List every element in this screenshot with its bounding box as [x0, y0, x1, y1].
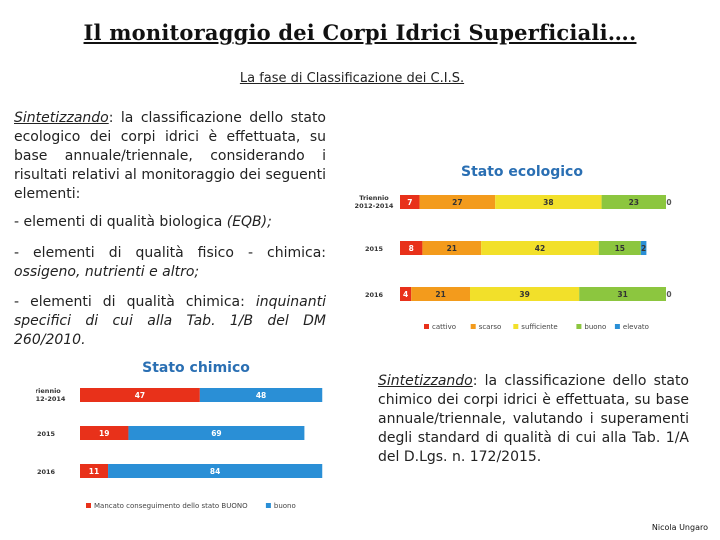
data-label: 0 [666, 290, 671, 299]
bar-mancato-conseguimento-dello-stato-buono [80, 426, 129, 440]
right-rest: : la classificazione dello stato chimico… [378, 373, 689, 465]
left-item-fisico-chimica: - elementi di qualità fisico - chimica: … [14, 244, 326, 282]
legend-swatch [424, 324, 429, 329]
bar-scarso [411, 287, 470, 301]
data-label: 31 [617, 290, 627, 299]
item2-tail: ossigeno, nutrienti e altro; [14, 264, 200, 280]
category-label: 2016 [37, 468, 56, 476]
item3-tail: inquinanti specifici di cui alla Tab. 1/… [14, 294, 326, 348]
bar-elevato [640, 241, 647, 255]
data-label: 38 [543, 198, 553, 207]
category-label: Triennio [359, 194, 389, 202]
bar-buono [579, 287, 666, 301]
page-subtitle: La fase di Classificazione dei C.I.S. [239, 71, 465, 86]
legend-swatch [86, 503, 91, 508]
data-label: 48 [256, 391, 266, 400]
legend-swatch [470, 324, 476, 329]
data-label: 11 [89, 467, 99, 476]
chart-title: Stato ecologico [461, 164, 583, 180]
legend-swatch [614, 324, 620, 329]
bar-sufficiente [470, 287, 580, 301]
item3-main: - elementi di qualità chimica: [14, 294, 256, 310]
left-item-chimica: - elementi di qualità chimica: inquinant… [14, 293, 326, 350]
data-label: 8 [409, 244, 414, 253]
legend-entry: buono [274, 502, 296, 510]
bar-buono [108, 464, 323, 478]
data-label: 21 [435, 290, 445, 299]
page-title: Il monitoraggio dei Corpi Idrici Superfi… [83, 20, 637, 45]
bar-scarso [422, 241, 482, 255]
chart-title: Stato chimico [142, 360, 250, 376]
category-label: 2012-2014 [355, 202, 394, 210]
data-label: 69 [211, 429, 221, 438]
legend-entry: scarso [479, 323, 502, 331]
legend-entry: elevato [623, 323, 649, 331]
data-label: 19 [99, 429, 109, 438]
data-label: 84 [210, 467, 220, 476]
data-label: 0 [666, 198, 671, 207]
bar-buono [199, 388, 323, 402]
bar-sufficiente [481, 241, 599, 255]
data-label: 7 [407, 198, 412, 207]
category-label: 2015 [37, 430, 56, 438]
legend-entry: cattivo [432, 323, 456, 331]
left-item-biologica: - elementi di qualità biologica (EQB); [14, 213, 326, 232]
bar-cattivo [400, 287, 412, 301]
bar-buono [128, 426, 305, 440]
left-paragraph-intro: Sintetizzando: la classificazione dello … [14, 109, 326, 204]
data-label: 27 [452, 198, 462, 207]
legend-swatch [513, 324, 519, 329]
item2-main: - elementi di qualità fisico - chimica: [14, 245, 326, 261]
legend-entry: sufficiente [521, 323, 557, 331]
bar-buono [601, 195, 666, 209]
intro-rest: : la classificazione dello stato ecologi… [14, 110, 326, 202]
footer-author: Nicola Ungaro [651, 523, 708, 532]
data-label: 47 [135, 391, 145, 400]
bar-buono [598, 241, 641, 255]
legend-entry: buono [584, 323, 606, 331]
category-label: Triennio [36, 387, 61, 395]
legend-swatch [576, 324, 582, 329]
data-label: 4 [403, 290, 408, 299]
data-label: 2 [641, 244, 646, 253]
bar-cattivo [400, 195, 420, 209]
intro-lead: Sintetizzando [14, 110, 109, 126]
bar-mancato-conseguimento-dello-stato-buono [80, 388, 200, 402]
legend-entry: Mancato conseguimento dello stato BUONO [94, 502, 248, 510]
data-label: 15 [615, 244, 625, 253]
right-paragraph-chimico: Sintetizzando: la classificazione dello … [378, 372, 689, 467]
bar-scarso [419, 195, 496, 209]
category-label: 2012-2014 [36, 395, 66, 403]
item1-tail: (EQB); [226, 214, 272, 230]
data-label: 21 [447, 244, 457, 253]
bar-mancato-conseguimento-dello-stato-buono [80, 464, 109, 478]
item1-main: - elementi di qualità biologica [14, 214, 227, 230]
right-lead: Sintetizzando [378, 373, 473, 389]
bar-sufficiente [495, 195, 602, 209]
data-label: 42 [535, 244, 545, 253]
legend-swatch [265, 503, 271, 508]
data-label: 23 [629, 198, 639, 207]
data-label: 39 [519, 290, 529, 299]
category-label: 2015 [365, 245, 384, 253]
category-label: 2016 [365, 291, 384, 299]
bar-cattivo [400, 241, 423, 255]
